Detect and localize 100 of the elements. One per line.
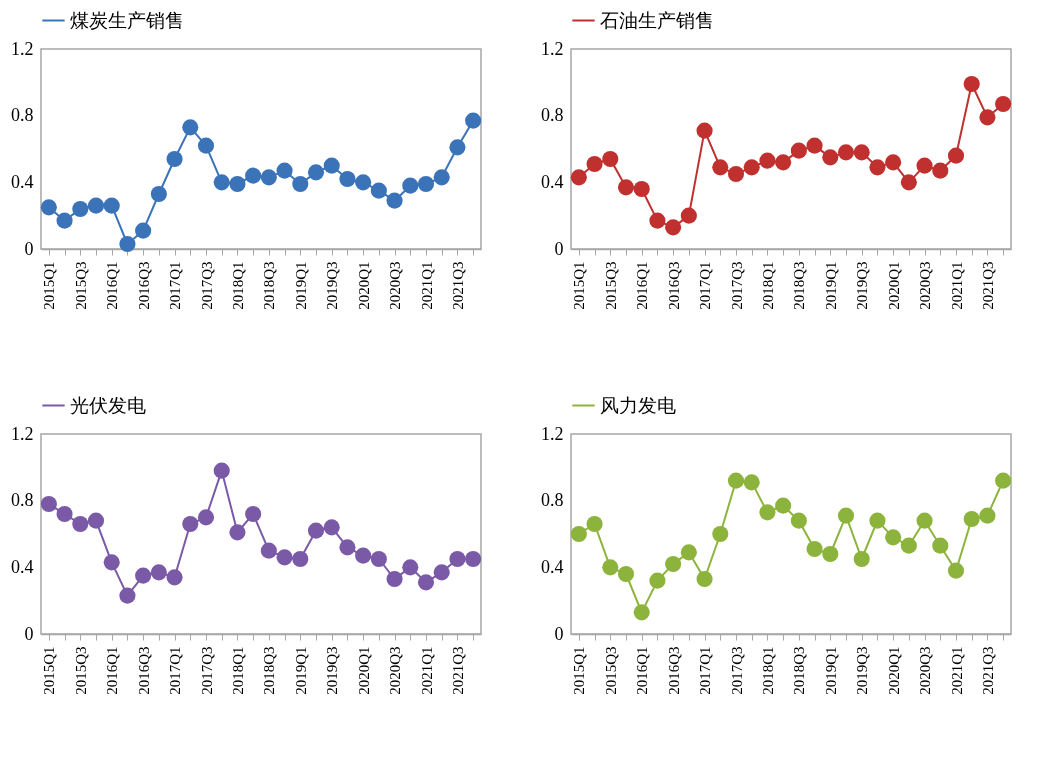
point — [119, 587, 136, 604]
y-tick-label: 0.4 — [11, 556, 34, 577]
point — [602, 150, 619, 168]
point — [712, 525, 729, 543]
point — [449, 550, 466, 568]
x-tick-label: 2018Q3 — [261, 261, 278, 310]
x-tick-label: 2015Q3 — [602, 261, 619, 310]
point — [932, 537, 949, 554]
point — [386, 192, 403, 209]
x-tick-label: 2021Q1 — [948, 646, 965, 695]
x-tick-label: 2018Q1 — [229, 261, 246, 310]
point — [182, 119, 199, 136]
point — [197, 509, 215, 526]
point — [103, 554, 120, 571]
point — [853, 144, 870, 161]
x-tick-label: 2016Q3 — [135, 261, 152, 310]
point — [633, 604, 650, 621]
x-tick-label: 2017Q1 — [167, 261, 184, 310]
x-tick-label: 2021Q3 — [449, 646, 466, 695]
point — [370, 182, 387, 199]
point — [649, 212, 666, 229]
point — [355, 547, 372, 564]
point — [806, 137, 823, 154]
point — [370, 550, 387, 568]
point — [900, 174, 917, 191]
y-tick-label: 0 — [24, 238, 34, 259]
point — [229, 524, 246, 541]
point — [245, 505, 262, 523]
point — [260, 169, 277, 186]
point — [947, 562, 965, 579]
point — [323, 519, 340, 536]
point — [307, 164, 325, 181]
x-tick-label: 2020Q3 — [917, 261, 934, 310]
x-tick-label: 2018Q3 — [791, 261, 808, 310]
point — [135, 567, 152, 584]
point — [963, 510, 980, 528]
point — [727, 472, 745, 489]
x-tick-label: 2015Q1 — [571, 261, 588, 310]
point — [680, 544, 697, 561]
x-tick-label: 2020Q3 — [387, 261, 404, 310]
point — [339, 539, 356, 556]
x-tick-label: 2021Q1 — [418, 646, 435, 695]
y-tick-label: 1.2 — [541, 38, 564, 59]
point — [775, 497, 792, 514]
y-tick-label: 0.4 — [541, 171, 564, 192]
x-tick-label: 2021Q3 — [979, 646, 996, 695]
x-tick-label: 2018Q1 — [759, 261, 776, 310]
point — [759, 152, 776, 169]
y-tick-label: 0.4 — [541, 556, 564, 577]
point — [56, 505, 73, 523]
point — [386, 570, 403, 588]
point — [853, 550, 870, 568]
point — [72, 515, 89, 533]
x-tick-label: 2019Q1 — [822, 261, 839, 310]
point — [963, 75, 980, 93]
point — [166, 150, 183, 168]
x-tick-label: 2017Q1 — [167, 646, 184, 695]
point — [790, 512, 807, 529]
point — [712, 159, 729, 176]
point — [87, 197, 105, 214]
point — [119, 235, 136, 253]
point — [869, 512, 886, 529]
point — [617, 565, 635, 583]
x-tick-label: 2016Q1 — [104, 261, 121, 310]
x-tick-label: 2015Q3 — [72, 646, 89, 695]
x-tick-label: 2020Q1 — [885, 261, 902, 310]
point — [213, 462, 230, 479]
x-tick-label: 2017Q3 — [198, 261, 215, 310]
point — [40, 495, 57, 513]
legend-label: 煤炭生产销售 — [70, 8, 184, 31]
x-tick-label: 2019Q1 — [822, 646, 839, 695]
x-tick-label: 2017Q1 — [697, 646, 714, 695]
point — [916, 512, 933, 529]
point — [465, 550, 482, 568]
x-tick-label: 2020Q1 — [885, 646, 902, 695]
point — [166, 569, 183, 586]
point — [916, 157, 933, 174]
point — [433, 564, 450, 581]
point — [433, 169, 450, 186]
point — [633, 180, 650, 198]
x-tick-label: 2017Q3 — [198, 646, 215, 695]
x-tick-label: 2016Q1 — [634, 646, 651, 695]
point — [87, 512, 105, 529]
point — [680, 207, 697, 224]
y-tick-label: 0.8 — [11, 105, 34, 126]
point — [355, 174, 372, 191]
x-tick-label: 2016Q3 — [665, 261, 682, 310]
x-tick-label: 2019Q1 — [292, 261, 309, 310]
point — [402, 559, 419, 576]
point — [135, 222, 152, 239]
point — [245, 167, 262, 184]
x-tick-label: 2016Q3 — [135, 646, 152, 695]
point — [323, 157, 340, 174]
point — [885, 529, 902, 546]
x-tick-label: 2020Q1 — [355, 646, 372, 695]
x-tick-label: 2018Q1 — [759, 646, 776, 695]
y-tick-label: 0.8 — [11, 490, 34, 511]
point — [743, 159, 760, 176]
x-tick-label: 2020Q3 — [917, 646, 934, 695]
point — [649, 572, 666, 589]
